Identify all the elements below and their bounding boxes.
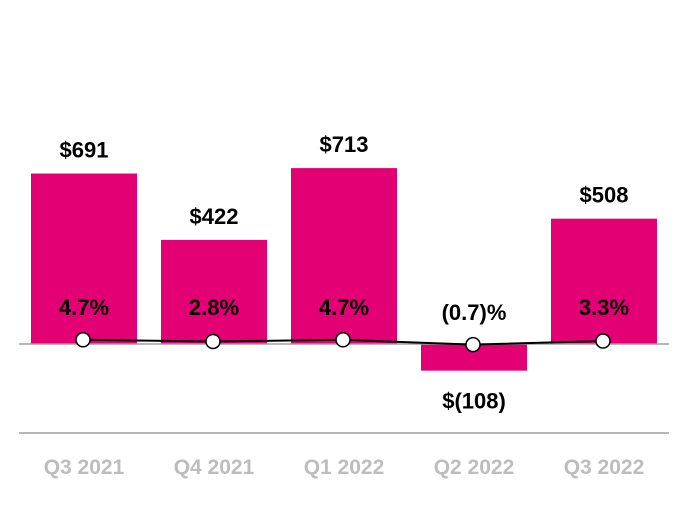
bar-q3-2022 — [551, 218, 657, 344]
category-label: Q3 2021 — [44, 456, 125, 479]
bar-q3-2021 — [31, 173, 137, 344]
percent-point — [465, 336, 481, 353]
percent-label: 4.7% — [59, 295, 109, 320]
percent-label: 2.8% — [189, 295, 239, 320]
category-label: Q1 2022 — [304, 456, 385, 479]
bar-q1-2022 — [291, 168, 397, 344]
percent-point — [205, 333, 221, 350]
category-label: Q2 2022 — [434, 456, 515, 479]
percent-label: 4.7% — [319, 295, 369, 320]
category-label: Q3 2022 — [564, 456, 645, 479]
percent-point — [75, 332, 91, 348]
category-label: Q4 2021 — [174, 456, 255, 479]
bar-value-label: $(108) — [442, 389, 506, 414]
bar-value-label: $691 — [60, 138, 109, 163]
percent-label: (0.7)% — [442, 300, 507, 325]
bar-value-label: $508 — [580, 183, 629, 208]
bar-value-label: $422 — [190, 204, 239, 229]
bar-q4-2021 — [161, 239, 267, 344]
percent-point — [595, 333, 611, 349]
bar-value-label: $713 — [320, 132, 369, 157]
percent-label: 3.3% — [579, 295, 629, 320]
percent-point — [335, 332, 351, 348]
